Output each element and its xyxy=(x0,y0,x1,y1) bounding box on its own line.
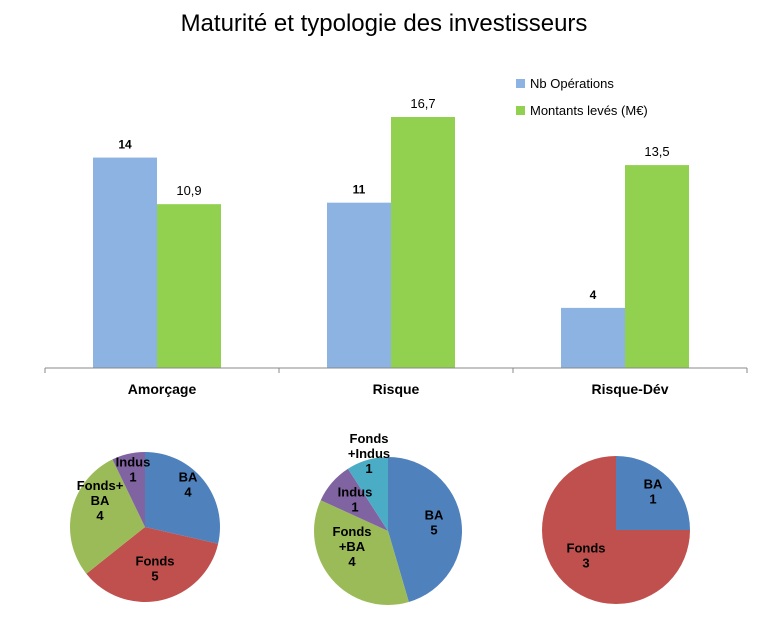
pie-label: Indus xyxy=(116,455,151,470)
bar-montants-0 xyxy=(157,204,221,368)
legend-swatch xyxy=(516,79,525,88)
pie-slice-risque-0 xyxy=(388,457,463,603)
pie-label: 5 xyxy=(430,523,437,538)
bar-nb-operations-2 xyxy=(561,307,625,368)
pie-slice-amorage-3 xyxy=(112,452,145,527)
legend-label: Nb Opérations xyxy=(530,76,614,91)
bar-montants-1 xyxy=(391,117,455,368)
pie-label: 4 xyxy=(184,485,192,500)
pie-label: 1 xyxy=(649,492,656,507)
pie-label: 4 xyxy=(96,508,104,523)
pie-label: 1 xyxy=(365,461,372,476)
pie-slice-risque-1 xyxy=(314,500,409,605)
pie-label: +Indus xyxy=(348,446,390,461)
legend-label: Montants levés (M€) xyxy=(530,103,648,118)
pie-label: 5 xyxy=(151,569,158,584)
pie-label: +BA xyxy=(339,539,366,554)
pie-slice-risquedv-0 xyxy=(616,456,690,530)
pie-label: BA xyxy=(425,508,444,523)
pie-slice-risque-3 xyxy=(347,457,388,531)
pie-label: 4 xyxy=(348,554,356,569)
pie-slice-amorage-1 xyxy=(86,527,219,602)
pie-label: BA xyxy=(644,477,663,492)
x-tick-label: Risque-Dév xyxy=(591,381,668,397)
pie-label: 3 xyxy=(582,556,589,571)
pie-slice-amorage-0 xyxy=(145,452,221,544)
data-label: 16,7 xyxy=(410,96,435,111)
pie-label: Fonds xyxy=(333,524,372,539)
data-label: 11 xyxy=(353,183,366,197)
pie-label: 1 xyxy=(351,500,358,515)
pie-slice-amorage-2 xyxy=(70,459,145,574)
pie-label: BA xyxy=(179,470,198,485)
bar-nb-operations-0 xyxy=(93,157,157,368)
data-label: 14 xyxy=(118,138,132,152)
bar-nb-operations-1 xyxy=(327,202,391,368)
pie-label: Fonds+ xyxy=(77,478,124,493)
pie-slice-risque-2 xyxy=(320,468,388,531)
data-label: 10,9 xyxy=(176,183,201,198)
data-label: 4 xyxy=(590,288,597,302)
x-tick-label: Risque xyxy=(373,381,420,397)
bar-montants-2 xyxy=(625,165,689,368)
pie-label: Fonds xyxy=(136,554,175,569)
pie-label: 1 xyxy=(129,470,136,485)
pie-label: Indus xyxy=(338,485,373,500)
legend-swatch xyxy=(516,106,525,115)
pie-slice-risquedv-1 xyxy=(542,456,690,604)
data-label: 13,5 xyxy=(644,144,669,159)
pie-label: BA xyxy=(91,493,110,508)
pie-label: Fonds xyxy=(350,431,389,446)
chart-title: Maturité et typologie des investisseurs xyxy=(180,10,588,37)
pie-label: Fonds xyxy=(567,541,606,556)
x-tick-label: Amorçage xyxy=(128,381,197,397)
